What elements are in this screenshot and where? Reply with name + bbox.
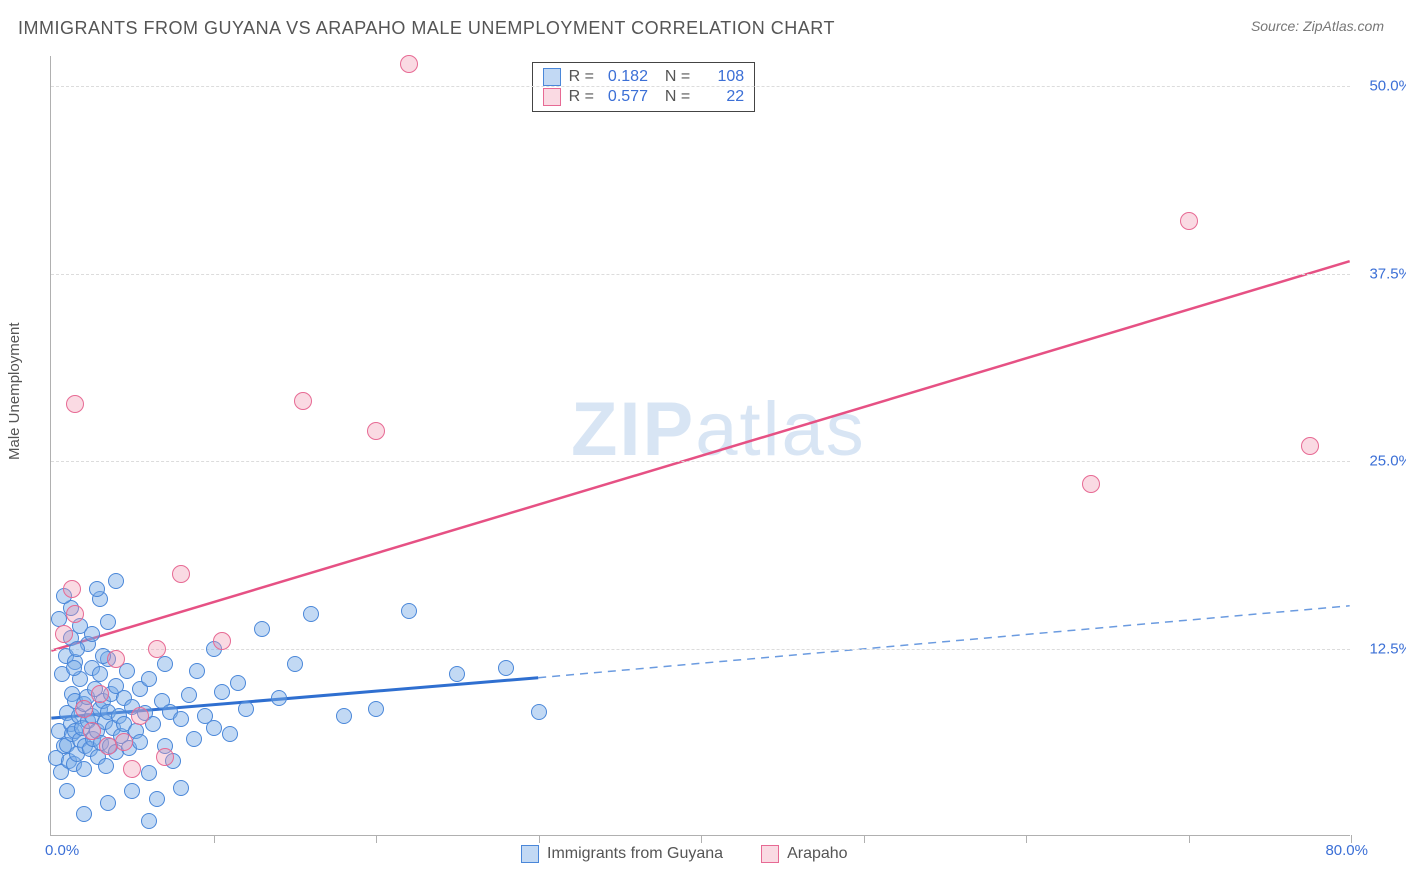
scatter-point [287, 656, 303, 672]
source-label: Source: [1251, 18, 1299, 34]
scatter-point [214, 684, 230, 700]
scatter-point [69, 641, 85, 657]
scatter-point [141, 813, 157, 829]
gridline-h [51, 274, 1350, 275]
scatter-point [156, 748, 174, 766]
scatter-point [181, 687, 197, 703]
scatter-point [107, 650, 125, 668]
legend-swatch [761, 845, 779, 863]
y-tick-label: 12.5% [1369, 640, 1406, 657]
scatter-point [75, 700, 93, 718]
stats-n-value: 108 [698, 68, 744, 86]
scatter-point [91, 685, 109, 703]
scatter-point [173, 711, 189, 727]
scatter-point [55, 625, 73, 643]
x-axis-min-label: 0.0% [45, 842, 79, 859]
stats-legend: R = 0.182 N = 108 R = 0.577 N = 22 [532, 62, 756, 112]
y-tick-label: 37.5% [1369, 265, 1406, 282]
scatter-point [498, 660, 514, 676]
regression-lines-layer [51, 56, 1350, 835]
scatter-point [206, 720, 222, 736]
scatter-point [368, 701, 384, 717]
legend-swatch [521, 845, 539, 863]
x-tick [376, 835, 377, 843]
x-tick [539, 835, 540, 843]
scatter-point [294, 392, 312, 410]
stats-r-value: 0.577 [602, 88, 648, 106]
scatter-point [1180, 212, 1198, 230]
scatter-point [303, 606, 319, 622]
scatter-point [108, 573, 124, 589]
scatter-point [336, 708, 352, 724]
scatter-point [157, 656, 173, 672]
scatter-point [76, 761, 92, 777]
scatter-point [89, 581, 105, 597]
stats-r-label: R = [569, 88, 594, 106]
scatter-point [531, 704, 547, 720]
scatter-point [141, 765, 157, 781]
scatter-point [98, 758, 114, 774]
scatter-point [84, 626, 100, 642]
gridline-h [51, 86, 1350, 87]
y-axis-label: Male Unemployment [6, 322, 23, 460]
gridline-h [51, 461, 1350, 462]
scatter-point [400, 55, 418, 73]
scatter-point [173, 780, 189, 796]
bottom-legend: Immigrants from Guyana Arapaho [521, 845, 878, 863]
x-tick [1189, 835, 1190, 843]
stats-n-label: N = [656, 88, 690, 106]
stats-legend-row: R = 0.577 N = 22 [543, 87, 745, 107]
scatter-point [1082, 475, 1100, 493]
scatter-point [222, 726, 238, 742]
x-tick [864, 835, 865, 843]
scatter-point [115, 733, 133, 751]
x-tick [1026, 835, 1027, 843]
scatter-point [83, 722, 101, 740]
legend-swatch [543, 88, 561, 106]
legend-swatch [543, 68, 561, 86]
scatter-point [66, 660, 82, 676]
x-axis-max-label: 80.0% [1325, 842, 1368, 859]
scatter-point [186, 731, 202, 747]
stats-legend-row: R = 0.182 N = 108 [543, 67, 745, 87]
y-tick-label: 25.0% [1369, 453, 1406, 470]
scatter-point [149, 791, 165, 807]
gridline-h [51, 649, 1350, 650]
scatter-point [123, 760, 141, 778]
x-tick [701, 835, 702, 843]
source-attribution: Source: ZipAtlas.com [1251, 18, 1384, 34]
stats-r-label: R = [569, 68, 594, 86]
scatter-point [92, 666, 108, 682]
scatter-point [367, 422, 385, 440]
scatter-plot-area: ZIPatlas R =0.182 N =108R =0.577 N =22 0… [50, 56, 1350, 836]
scatter-point [132, 734, 148, 750]
legend-series-label: Arapaho [787, 845, 848, 863]
scatter-point [76, 806, 92, 822]
scatter-point [230, 675, 246, 691]
scatter-point [100, 614, 116, 630]
stats-n-label: N = [656, 68, 690, 86]
scatter-point [63, 580, 81, 598]
scatter-point [148, 640, 166, 658]
scatter-point [238, 701, 254, 717]
scatter-point [271, 690, 287, 706]
regression-line [51, 261, 1349, 650]
chart-title: IMMIGRANTS FROM GUYANA VS ARAPAHO MALE U… [18, 18, 835, 39]
scatter-point [213, 632, 231, 650]
x-tick [1351, 835, 1352, 843]
scatter-point [100, 795, 116, 811]
source-site: ZipAtlas.com [1303, 18, 1384, 34]
scatter-point [141, 671, 157, 687]
stats-n-value: 22 [698, 88, 744, 106]
stats-r-value: 0.182 [602, 68, 648, 86]
scatter-point [172, 565, 190, 583]
scatter-point [401, 603, 417, 619]
regression-line [538, 606, 1349, 678]
x-tick [214, 835, 215, 843]
legend-series-label: Immigrants from Guyana [547, 845, 723, 863]
y-tick-label: 50.0% [1369, 78, 1406, 95]
